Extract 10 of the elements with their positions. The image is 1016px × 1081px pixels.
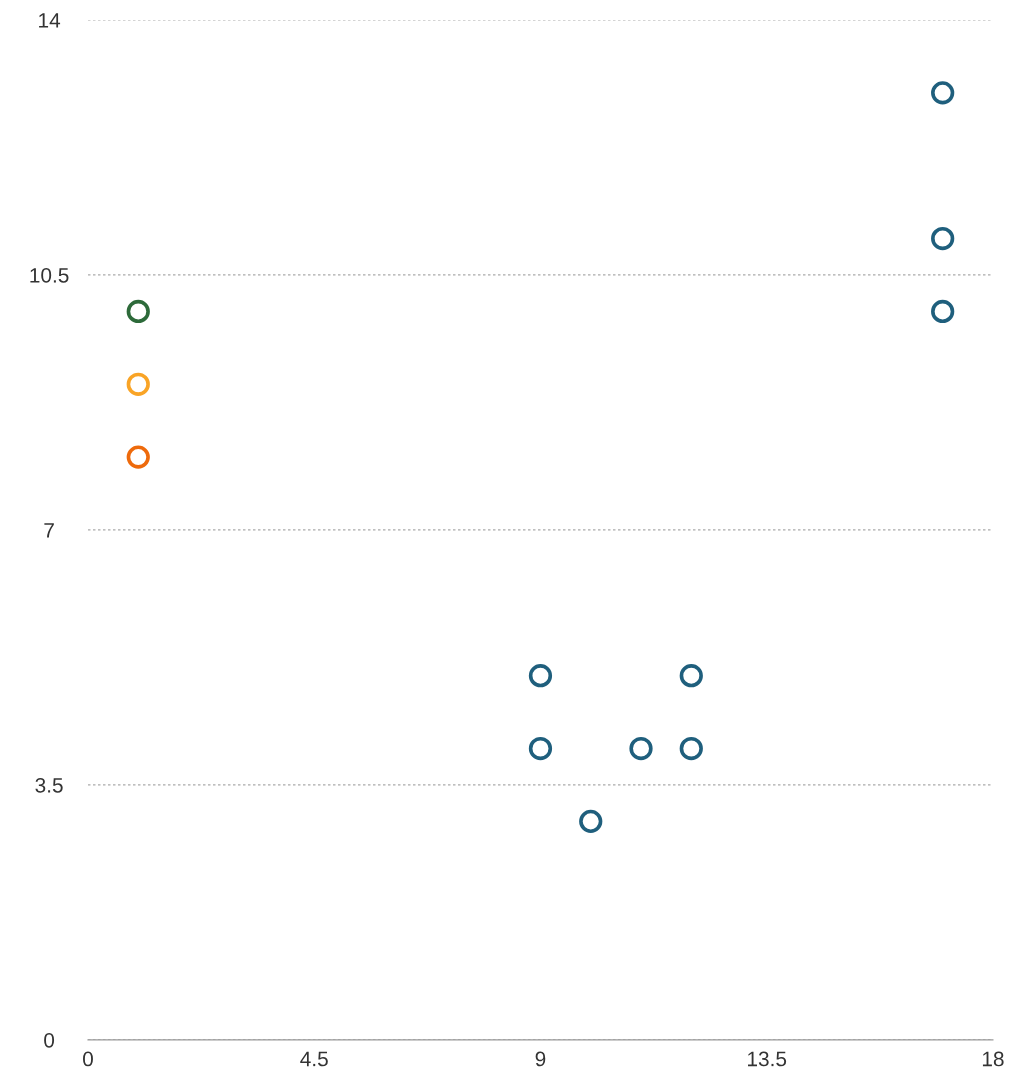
y-tick-label: 10.5 [30,267,69,283]
x-tick-label: 4.5 [300,1051,328,1067]
y-tick-label: 7 [44,523,54,538]
x-tick-label: 18 [982,1051,1004,1067]
x-tick-label: 9 [535,1051,546,1067]
y-tick-label: 0 [44,1032,55,1048]
y-tick-label: 3.5 [35,777,63,793]
x-tick-label: 0 [83,1051,93,1067]
y-tick-label: 14 [39,13,61,28]
x-tick-label: 13.5 [748,1051,787,1067]
